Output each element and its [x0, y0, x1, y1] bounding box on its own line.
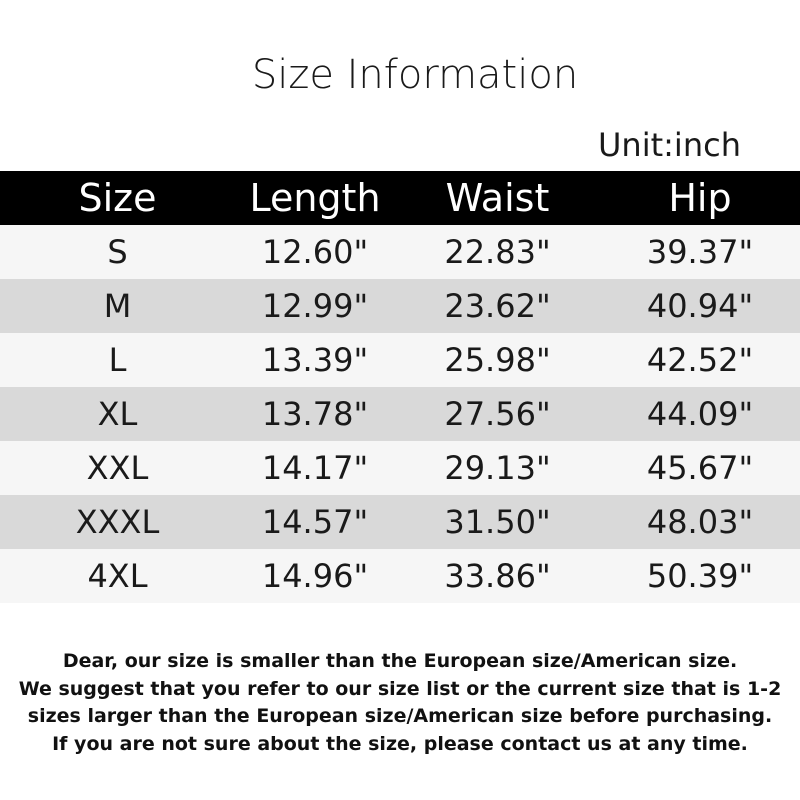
cell-size: L [0, 333, 235, 387]
cell-hip: 45.67" [600, 441, 800, 495]
table-header-row: Size Length Waist Hip [0, 171, 800, 225]
cell-size: 4XL [0, 549, 235, 603]
cell-length: 13.78" [235, 387, 395, 441]
cell-length: 12.60" [235, 225, 395, 279]
cell-size: XXXL [0, 495, 235, 549]
cell-hip: 42.52" [600, 333, 800, 387]
size-note: Dear, our size is smaller than the Europ… [0, 648, 800, 758]
cell-waist: 31.50" [395, 495, 600, 549]
table-row: L 13.39" 25.98" 42.52" [0, 333, 800, 387]
table-row: 4XL 14.96" 33.86" 50.39" [0, 549, 800, 603]
header-length: Length [235, 171, 395, 225]
table-row: XXL 14.17" 29.13" 45.67" [0, 441, 800, 495]
cell-waist: 22.83" [395, 225, 600, 279]
cell-waist: 23.62" [395, 279, 600, 333]
cell-size: M [0, 279, 235, 333]
cell-waist: 27.56" [395, 387, 600, 441]
cell-size: XL [0, 387, 235, 441]
cell-length: 14.96" [235, 549, 395, 603]
header-waist: Waist [395, 171, 600, 225]
cell-hip: 48.03" [600, 495, 800, 549]
cell-hip: 50.39" [600, 549, 800, 603]
cell-length: 12.99" [235, 279, 395, 333]
note-line: If you are not sure about the size, plea… [52, 732, 748, 755]
cell-length: 14.57" [235, 495, 395, 549]
table-row: XL 13.78" 27.56" 44.09" [0, 387, 800, 441]
note-line: We suggest that you refer to our size li… [18, 677, 782, 700]
cell-size: S [0, 225, 235, 279]
page-title: Size Information [251, 52, 579, 98]
cell-waist: 33.86" [395, 549, 600, 603]
cell-length: 14.17" [235, 441, 395, 495]
size-table: Size Length Waist Hip S 12.60" 22.83" 39.37… [0, 171, 800, 603]
cell-hip: 39.37" [600, 225, 800, 279]
cell-waist: 29.13" [395, 441, 600, 495]
header-size: Size [0, 171, 235, 225]
note-line: sizes larger than the European size/Amer… [27, 705, 773, 727]
cell-size: XXL [0, 441, 235, 495]
note-line: Dear, our size is smaller than the Europ… [62, 650, 738, 672]
cell-hip: 40.94" [600, 279, 800, 333]
unit-label: Unit:inch [598, 126, 741, 164]
cell-length: 13.39" [235, 333, 395, 387]
cell-waist: 25.98" [395, 333, 600, 387]
table-row: S 12.60" 22.83" 39.37" [0, 225, 800, 279]
cell-hip: 44.09" [600, 387, 800, 441]
table-row: XXXL 14.57" 31.50" 48.03" [0, 495, 800, 549]
header-hip: Hip [600, 171, 800, 225]
table-row: M 12.99" 23.62" 40.94" [0, 279, 800, 333]
